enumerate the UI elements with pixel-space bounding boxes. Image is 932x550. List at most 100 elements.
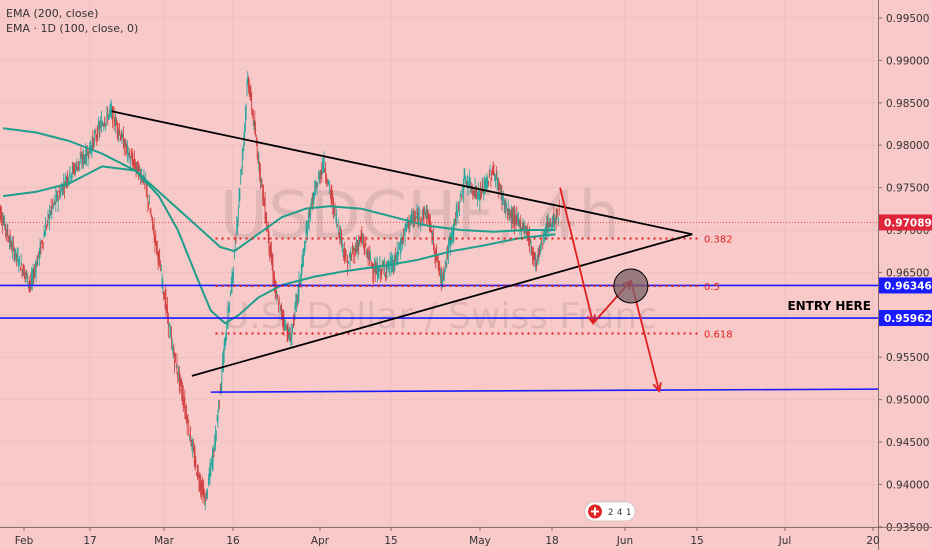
candle-body [245, 110, 246, 125]
candle-body [550, 218, 551, 223]
candle-body [406, 224, 408, 227]
candle-body [505, 206, 507, 213]
legend-ema-1d-100[interactable]: EMA · 1D (100, close, 0) [6, 22, 139, 35]
candle-body [540, 245, 542, 247]
candle-body [47, 212, 49, 217]
candle-body [118, 133, 120, 135]
candle-body [229, 302, 231, 307]
candle-body [247, 75, 249, 83]
candle-body [431, 236, 433, 239]
candle-body [127, 148, 129, 150]
candle-body [215, 430, 217, 441]
candle-body [4, 219, 6, 228]
candle-body [98, 126, 100, 133]
candle-body [348, 255, 350, 257]
candle-body [554, 221, 555, 225]
candle-body [119, 135, 121, 140]
candle-body [105, 117, 107, 122]
candle-body [204, 496, 205, 498]
candle-body [210, 464, 212, 476]
candle-body [108, 111, 110, 113]
candle-body [536, 259, 537, 268]
candle-body [78, 161, 79, 166]
candle-body [237, 207, 239, 218]
candle-body [220, 383, 222, 394]
candle-body [134, 163, 136, 170]
x-tick-label: Jul [778, 535, 792, 547]
y-axis[interactable]: 0.99500 0.99000 0.98500 0.98000 0.97500 0.970… [878, 0, 932, 550]
candle-body [540, 245, 541, 252]
candle-body [192, 444, 194, 451]
candle-body [433, 245, 435, 252]
candle-body [50, 205, 52, 209]
y-tick-label: 0.94500 [886, 437, 929, 449]
candle-body [16, 253, 18, 258]
candle-body [196, 473, 197, 476]
candle-body [153, 230, 154, 234]
candle-body [12, 244, 13, 251]
candle-body [438, 265, 440, 271]
lower-support-line [210, 388, 879, 393]
entry-annotation: ENTRY HERE [787, 299, 871, 313]
candle-body [218, 400, 220, 410]
candle-body [94, 131, 96, 133]
candle-body [449, 239, 451, 244]
candle-body [396, 248, 398, 260]
candle-body [51, 207, 53, 213]
x-axis[interactable]: Feb 17 Mar 16 Apr 15 May 18 Jun 15 Jul 20 [0, 527, 932, 547]
candle-body [477, 194, 478, 200]
y-tick-label: 0.95000 [886, 395, 929, 407]
candle-body [46, 227, 47, 229]
x-tick-label: 15 [690, 535, 703, 547]
candle-body [352, 253, 354, 255]
y-tick-label: 0.95500 [886, 352, 929, 364]
candle-body [476, 191, 478, 196]
candle-body [368, 250, 370, 252]
candle-body [490, 178, 492, 182]
candle-body [377, 265, 378, 279]
candle-body [299, 282, 301, 285]
candle-body [325, 169, 327, 178]
candle-body [367, 255, 369, 262]
candle-body [400, 247, 401, 252]
candle-body [317, 182, 319, 188]
candle-body [193, 447, 194, 451]
fib-level-label: 0.382 [704, 234, 733, 245]
candle-body [374, 265, 375, 272]
candle-body [285, 326, 287, 327]
candle-body [450, 234, 452, 248]
candle-body [267, 226, 268, 231]
legend-ema-200[interactable]: EMA (200, close) [6, 7, 99, 20]
candle-body [202, 486, 204, 500]
candle-body [149, 209, 151, 213]
candle-body [320, 172, 322, 175]
candle-body [502, 196, 504, 199]
candle-body [147, 195, 149, 205]
candle-body [497, 186, 499, 187]
candle-body [101, 120, 102, 132]
candle-body [242, 147, 244, 151]
candle-body [35, 267, 36, 271]
candle-body [248, 82, 250, 95]
candle-body [245, 104, 247, 117]
candle-body [143, 172, 145, 182]
candle-body [543, 235, 544, 239]
candle-body [454, 223, 456, 228]
candle-body [400, 239, 402, 251]
candle-body [145, 184, 147, 190]
candle-body [77, 166, 79, 168]
candles [0, 71, 560, 511]
candle-body [15, 248, 17, 257]
candle-body [334, 207, 336, 212]
candle-body [461, 195, 463, 198]
candle-body [261, 179, 263, 182]
candle-body [161, 280, 163, 283]
candle-body [547, 220, 549, 234]
candle-body [319, 173, 320, 184]
candle-body [86, 152, 88, 156]
candle-body [356, 246, 358, 251]
candle-body [504, 200, 506, 207]
